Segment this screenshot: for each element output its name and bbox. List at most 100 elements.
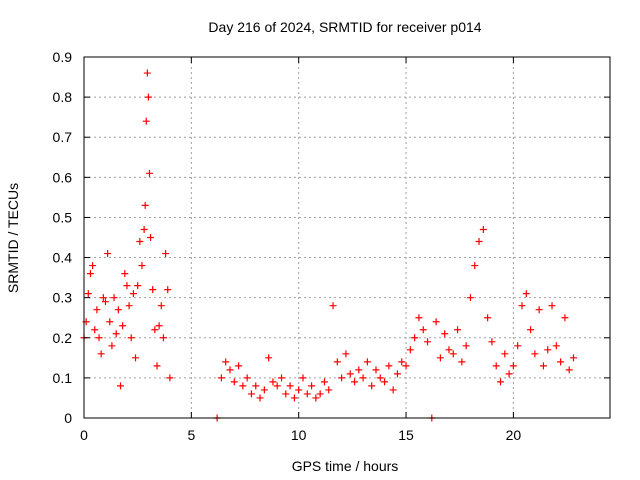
data-point bbox=[424, 338, 432, 346]
data-point bbox=[157, 302, 165, 310]
data-point bbox=[282, 390, 290, 398]
data-point bbox=[479, 225, 487, 233]
data-point bbox=[278, 374, 286, 382]
grid-lines bbox=[84, 57, 610, 418]
data-point bbox=[269, 378, 277, 386]
data-point bbox=[363, 358, 371, 366]
data-point bbox=[295, 386, 303, 394]
x-tick-label: 10 bbox=[291, 427, 307, 443]
data-point bbox=[497, 378, 505, 386]
data-point bbox=[136, 238, 144, 246]
data-point bbox=[509, 362, 517, 370]
data-point bbox=[338, 374, 346, 382]
data-point bbox=[445, 346, 453, 354]
data-point bbox=[436, 354, 444, 362]
data-point bbox=[449, 350, 457, 358]
data-point bbox=[346, 370, 354, 378]
data-point bbox=[97, 350, 105, 358]
data-points bbox=[80, 69, 578, 422]
data-point bbox=[402, 362, 410, 370]
data-point bbox=[134, 282, 142, 290]
data-point bbox=[121, 270, 129, 278]
data-point bbox=[522, 290, 530, 298]
data-point bbox=[325, 386, 333, 394]
data-point bbox=[116, 382, 124, 390]
data-point bbox=[127, 334, 135, 342]
data-point bbox=[144, 93, 152, 101]
data-point bbox=[552, 342, 560, 350]
axis-ticks: 0 0.1 0.2 0.3 0.4 0.5 0.6 0.7 0.8 0.9 0 5 10 15 20 bbox=[53, 49, 610, 443]
data-point bbox=[372, 366, 380, 374]
x-axis-label: GPS time / hours bbox=[292, 458, 399, 474]
data-point bbox=[159, 334, 167, 342]
data-point bbox=[114, 306, 122, 314]
data-point bbox=[125, 302, 133, 310]
data-point bbox=[432, 318, 440, 326]
data-point bbox=[398, 358, 406, 366]
data-point bbox=[151, 326, 159, 334]
data-point bbox=[252, 382, 260, 390]
data-point bbox=[441, 330, 449, 338]
data-point bbox=[119, 322, 127, 330]
data-point bbox=[484, 314, 492, 322]
data-point bbox=[488, 338, 496, 346]
data-point bbox=[299, 374, 307, 382]
data-point bbox=[89, 262, 97, 270]
y-tick-label: 0.9 bbox=[53, 49, 73, 65]
y-tick-label: 0.6 bbox=[53, 169, 73, 185]
data-point bbox=[505, 370, 513, 378]
data-point bbox=[273, 382, 281, 390]
y-tick-label: 0.3 bbox=[53, 290, 73, 306]
data-point bbox=[557, 358, 565, 366]
x-tick-label: 5 bbox=[187, 427, 195, 443]
data-point bbox=[561, 314, 569, 322]
y-tick-label: 0.8 bbox=[53, 89, 73, 105]
chart-title: Day 216 of 2024, SRMTID for receiver p01… bbox=[208, 19, 481, 35]
data-point bbox=[162, 250, 170, 258]
data-point bbox=[492, 362, 500, 370]
data-point bbox=[333, 358, 341, 366]
data-point bbox=[142, 117, 150, 125]
data-point bbox=[108, 342, 116, 350]
data-point bbox=[143, 69, 151, 77]
data-point bbox=[147, 234, 155, 241]
data-point bbox=[123, 282, 131, 290]
data-point bbox=[166, 374, 174, 382]
data-point bbox=[230, 378, 238, 386]
data-point bbox=[527, 326, 535, 334]
data-point bbox=[145, 169, 153, 177]
data-point bbox=[381, 378, 389, 386]
y-tick-label: 0.1 bbox=[53, 370, 73, 386]
data-point bbox=[141, 201, 149, 209]
data-point bbox=[458, 358, 466, 366]
data-point bbox=[110, 294, 118, 302]
data-point bbox=[531, 350, 539, 358]
data-point bbox=[351, 378, 359, 386]
data-point bbox=[312, 394, 320, 402]
data-point bbox=[91, 326, 99, 334]
data-point bbox=[149, 286, 157, 294]
data-point bbox=[226, 366, 234, 374]
data-point bbox=[86, 270, 94, 278]
data-point bbox=[308, 382, 316, 390]
data-point bbox=[222, 358, 230, 366]
data-point bbox=[548, 302, 556, 310]
data-point bbox=[95, 334, 103, 342]
y-tick-label: 0.5 bbox=[53, 209, 73, 225]
data-point bbox=[415, 314, 423, 322]
data-point bbox=[342, 350, 350, 358]
data-point bbox=[355, 366, 363, 374]
data-point bbox=[153, 362, 161, 370]
data-point bbox=[393, 370, 401, 378]
data-point bbox=[419, 326, 427, 334]
data-point bbox=[501, 350, 509, 358]
data-point bbox=[475, 238, 483, 246]
data-point bbox=[106, 318, 114, 326]
data-point bbox=[265, 354, 273, 362]
data-point bbox=[320, 378, 328, 386]
data-point bbox=[535, 306, 543, 314]
data-point bbox=[93, 306, 101, 314]
data-point bbox=[104, 250, 112, 258]
